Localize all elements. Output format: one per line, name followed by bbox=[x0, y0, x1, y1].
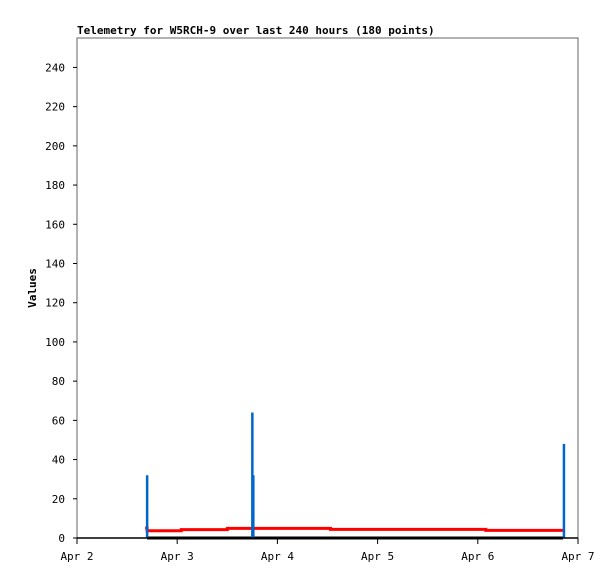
y-tick-label: 160 bbox=[45, 218, 65, 231]
y-tick-label: 60 bbox=[52, 414, 65, 427]
y-tick-label: 40 bbox=[52, 454, 65, 467]
x-tick-label: Apr 7 bbox=[561, 550, 594, 563]
y-tick-label: 180 bbox=[45, 179, 65, 192]
series-step-line bbox=[145, 526, 563, 533]
x-tick-label: Apr 4 bbox=[261, 550, 294, 563]
y-tick-label: 120 bbox=[45, 297, 65, 310]
y-tick-label: 240 bbox=[45, 61, 65, 74]
chart-title: Telemetry for W5RCH-9 over last 240 hour… bbox=[77, 24, 435, 37]
y-axis-label: Values bbox=[26, 268, 39, 308]
y-tick-label: 0 bbox=[58, 532, 65, 545]
y-tick-label: 140 bbox=[45, 257, 65, 270]
y-tick-label: 220 bbox=[45, 101, 65, 114]
x-tick-label: Apr 2 bbox=[60, 550, 93, 563]
x-tick-label: Apr 6 bbox=[461, 550, 494, 563]
y-tick-label: 200 bbox=[45, 140, 65, 153]
y-tick-label: 20 bbox=[52, 493, 65, 506]
y-tick-label: 100 bbox=[45, 336, 65, 349]
x-tick-label: Apr 3 bbox=[161, 550, 194, 563]
x-tick-label: Apr 5 bbox=[361, 550, 394, 563]
plot-frame bbox=[76, 37, 579, 539]
y-tick-label: 80 bbox=[52, 375, 65, 388]
